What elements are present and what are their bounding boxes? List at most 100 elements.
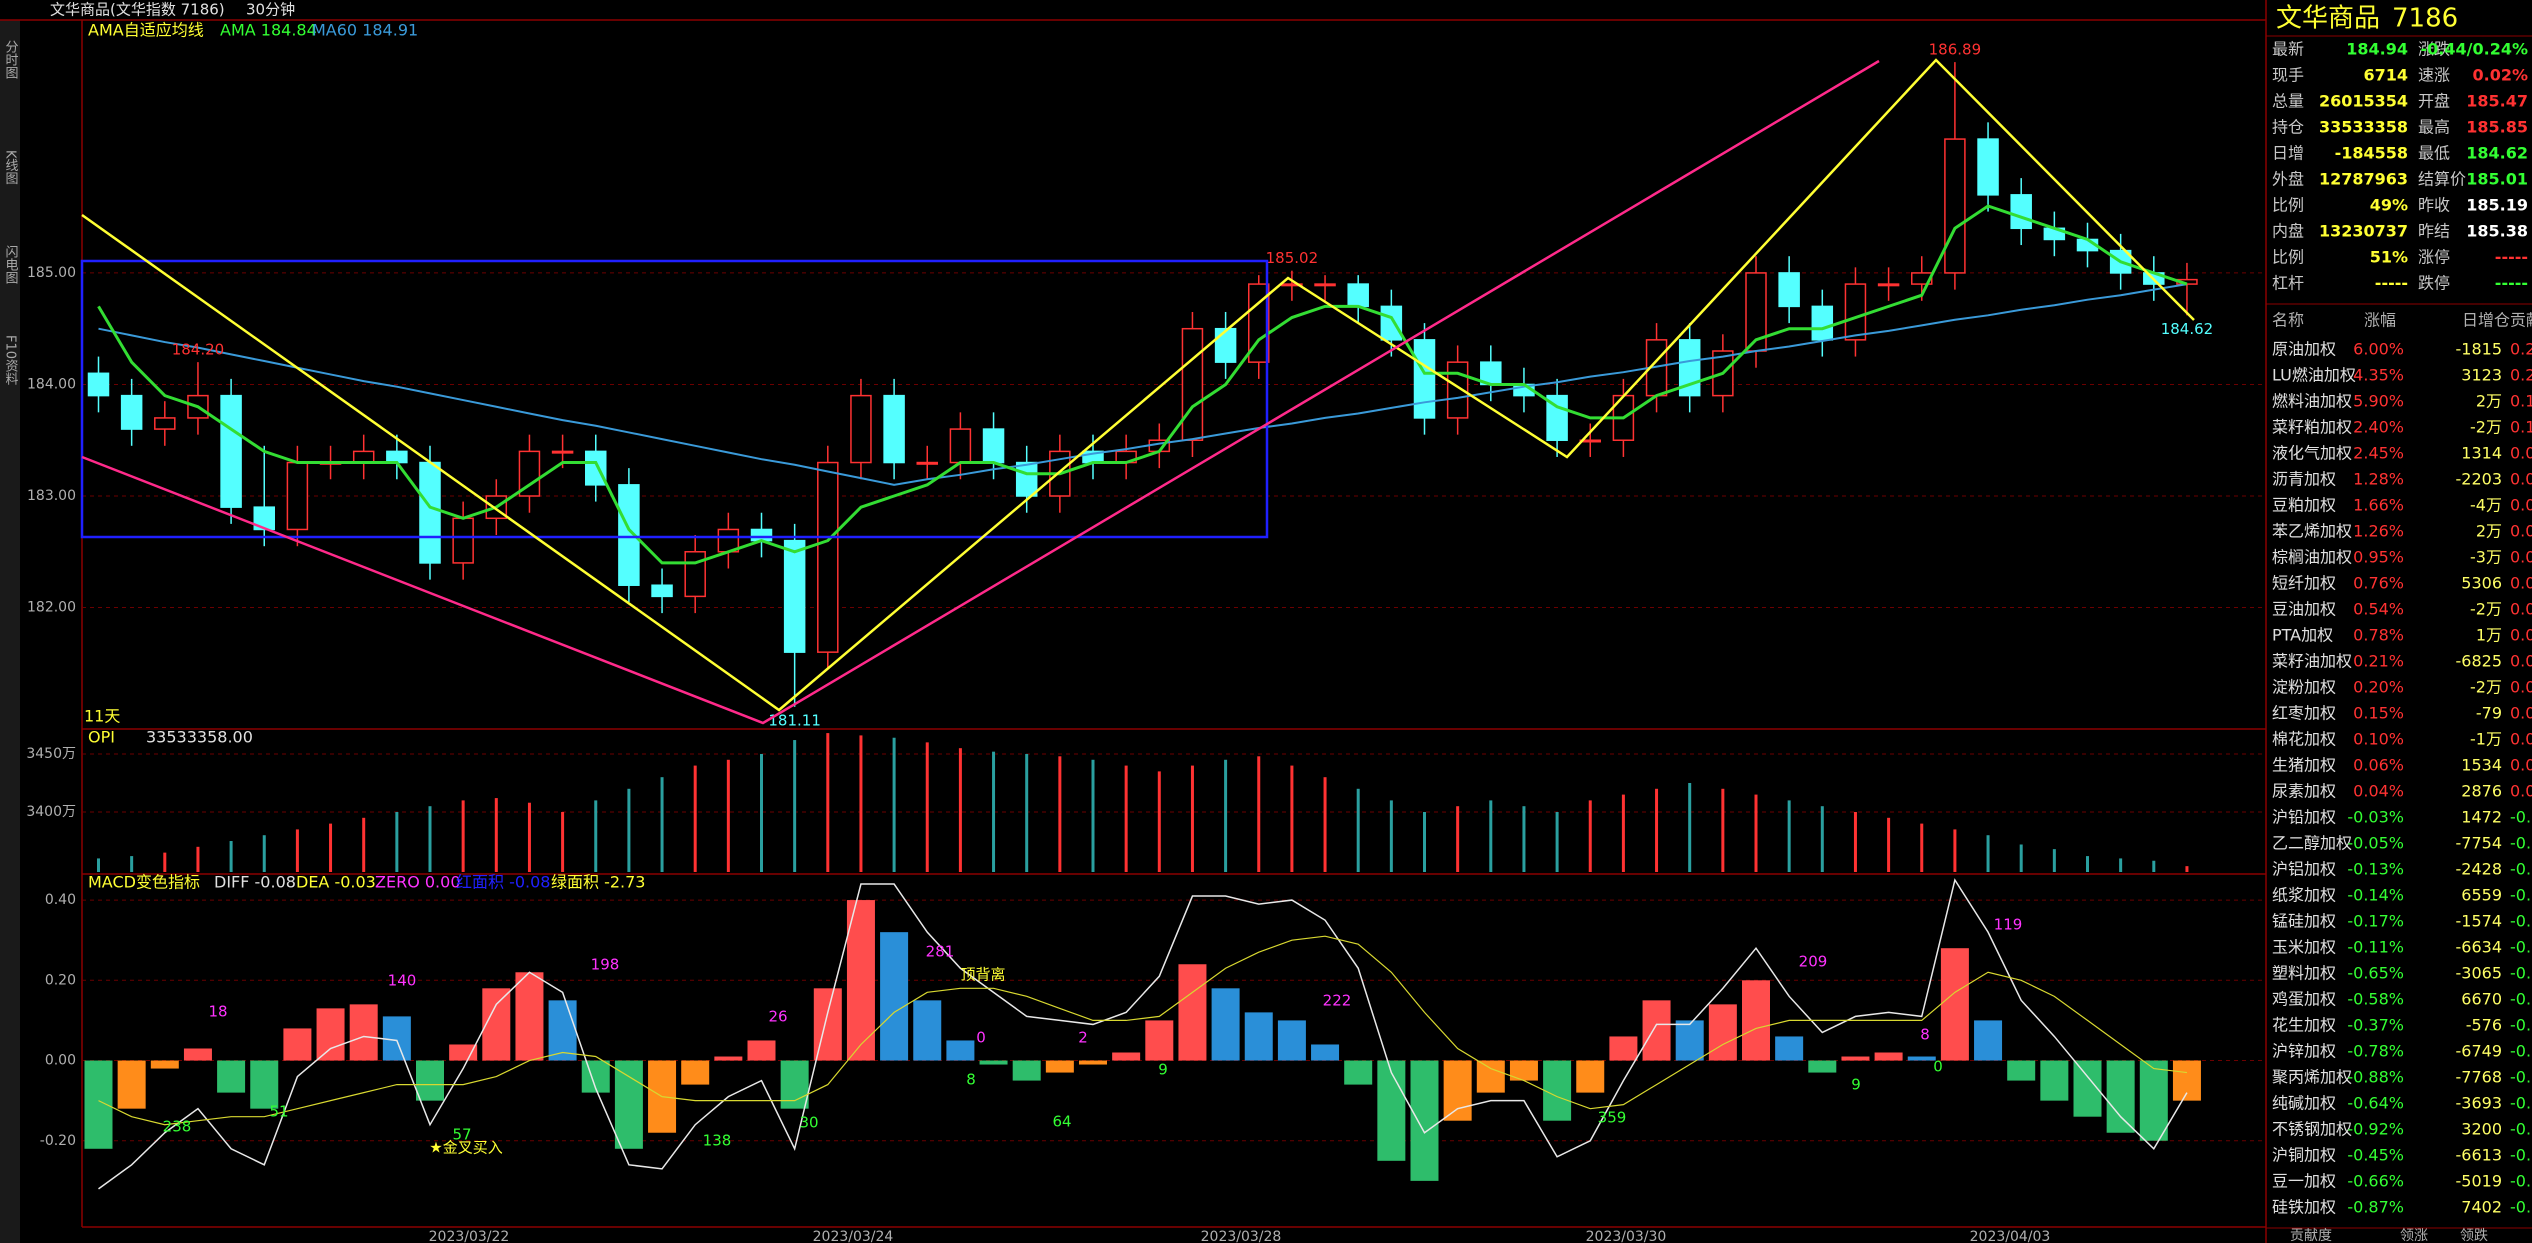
table-cell: 0.19: [2510, 392, 2532, 411]
opi-bar: [826, 733, 830, 872]
quote-label: 总量: [2272, 92, 2304, 111]
table-cell[interactable]: 玉米加权: [2272, 938, 2336, 957]
table-cell[interactable]: 沥青加权: [2272, 470, 2336, 489]
macd-bar: [1509, 1060, 1538, 1081]
table-cell[interactable]: 沪铅加权: [2272, 808, 2336, 827]
table-cell[interactable]: 沪铜加权: [2272, 1146, 2336, 1165]
indicator-line: [98, 935, 2188, 1126]
macd-note: 51: [269, 1103, 288, 1121]
table-cell[interactable]: 燃料油加权: [2272, 392, 2352, 411]
quote-label: 比例: [2272, 248, 2304, 267]
table-header[interactable]: 日增仓: [2462, 311, 2510, 330]
table-cell: 0.54%: [2353, 600, 2404, 619]
table-cell: -0.01: [2510, 964, 2532, 983]
indicator-name[interactable]: AMA自适应均线: [88, 21, 204, 40]
y-tick-label: -0.20: [40, 1133, 76, 1149]
extreme-label: 184.20: [172, 341, 225, 359]
bottom-tab[interactable]: 领跌: [2460, 1228, 2488, 1243]
macd-note: 顶背离: [960, 966, 1005, 984]
macd-bar: [1940, 948, 1969, 1061]
macd-bar: [2040, 1060, 2069, 1101]
quote-label: 杠杆: [2272, 274, 2304, 293]
symbol[interactable]: 文华商品(文华指数 7186): [50, 1, 225, 19]
candle-body: [352, 450, 375, 464]
table-cell[interactable]: 原油加权: [2272, 340, 2336, 359]
table-cell[interactable]: 棕榈油加权: [2272, 548, 2352, 567]
macd-bar: [316, 1008, 345, 1061]
bottom-tab[interactable]: 贡献度: [2290, 1228, 2332, 1243]
table-cell[interactable]: PTA加权: [2272, 626, 2333, 645]
table-cell: -5019: [2456, 1172, 2503, 1191]
table-cell[interactable]: 塑料加权: [2272, 964, 2336, 983]
macd-bar: [84, 1060, 113, 1149]
extreme-label: 185.02: [1266, 249, 1319, 267]
table-cell[interactable]: 豆一加权: [2272, 1172, 2336, 1191]
table-cell: 1314: [2461, 444, 2502, 463]
table-cell: 2万: [2476, 392, 2502, 411]
macd-bar: [217, 1060, 246, 1093]
macd-bar: [913, 1000, 942, 1061]
table-cell[interactable]: 乙二醇加权: [2272, 834, 2352, 853]
table-cell: -0.66%: [2347, 1172, 2404, 1191]
table-header[interactable]: 贡献度: [2510, 311, 2532, 330]
table-cell[interactable]: 菜籽粕加权: [2272, 418, 2352, 437]
table-header[interactable]: 名称: [2272, 311, 2304, 330]
bottom-tab[interactable]: 领涨: [2400, 1228, 2428, 1243]
table-cell[interactable]: 不锈钢加权: [2272, 1120, 2352, 1139]
opi-name[interactable]: OPI: [88, 728, 115, 747]
table-cell[interactable]: 沪锌加权: [2272, 1042, 2336, 1061]
table-cell[interactable]: 纯碱加权: [2272, 1094, 2336, 1113]
table-cell[interactable]: 硅铁加权: [2272, 1198, 2336, 1217]
y-tick-label: 0.00: [45, 1053, 76, 1069]
table-cell[interactable]: LU燃油加权: [2272, 366, 2356, 385]
table-cell[interactable]: 鸡蛋加权: [2272, 990, 2336, 1009]
candle-body: [154, 417, 176, 430]
table-cell[interactable]: 淀粉加权: [2272, 678, 2336, 697]
period[interactable]: 30分钟: [246, 1, 295, 19]
quote-label: 现手: [2272, 66, 2304, 85]
table-cell[interactable]: 沪铝加权: [2272, 860, 2336, 879]
table-cell: -0.11%: [2347, 938, 2404, 957]
macd-bar: [2106, 1060, 2135, 1133]
table-cell[interactable]: 豆油加权: [2272, 600, 2336, 619]
table-cell[interactable]: 短纤加权: [2272, 574, 2336, 593]
table-cell[interactable]: 棉花加权: [2272, 730, 2336, 749]
table-cell: -6749: [2456, 1042, 2503, 1061]
opi-bar: [428, 806, 432, 872]
table-cell[interactable]: 液化气加权: [2272, 444, 2352, 463]
table-cell[interactable]: 红枣加权: [2272, 704, 2336, 723]
table-cell: 0.00: [2510, 730, 2532, 749]
table-cell[interactable]: 菜籽油加权: [2272, 652, 2352, 671]
table-cell[interactable]: 聚丙烯加权: [2272, 1068, 2352, 1087]
sidebar-tab[interactable]: K线图: [3, 150, 19, 185]
candle-body: [1380, 305, 1403, 341]
macd-bar: [1443, 1060, 1472, 1121]
table-cell[interactable]: 苯乙烯加权: [2272, 522, 2352, 541]
table-cell[interactable]: 花生加权: [2272, 1016, 2336, 1035]
macd-note: 119: [1994, 916, 2023, 934]
table-cell[interactable]: 尿素加权: [2272, 782, 2336, 801]
table-header[interactable]: 涨幅: [2364, 311, 2396, 330]
sidebar-tab[interactable]: F10资料: [3, 335, 19, 385]
table-cell: 0.09: [2510, 444, 2532, 463]
candle-body: [386, 450, 408, 464]
macd-name[interactable]: MACD变色指标: [88, 873, 200, 892]
macd-bar: [1476, 1060, 1505, 1093]
candle-body: [551, 450, 574, 454]
table-cell[interactable]: 生猪加权: [2272, 756, 2336, 775]
table-cell[interactable]: 纸浆加权: [2272, 886, 2336, 905]
candle-body: [1877, 283, 1900, 287]
sidebar-tab[interactable]: 闪电图: [3, 245, 18, 284]
table-cell: -0.05%: [2347, 834, 2404, 853]
zero-label: ZERO 0.00: [375, 873, 461, 892]
opi-bar: [362, 817, 366, 872]
macd-bar: [250, 1060, 279, 1109]
table-cell[interactable]: 豆粕加权: [2272, 496, 2336, 515]
macd-bar: [150, 1060, 179, 1069]
opi-bar: [1323, 777, 1327, 872]
table-cell[interactable]: 锰硅加权: [2272, 912, 2336, 931]
quote-label: 涨停: [2418, 248, 2450, 267]
macd-note: 8: [966, 1071, 976, 1089]
sidebar-tab[interactable]: 分时图: [3, 40, 19, 79]
